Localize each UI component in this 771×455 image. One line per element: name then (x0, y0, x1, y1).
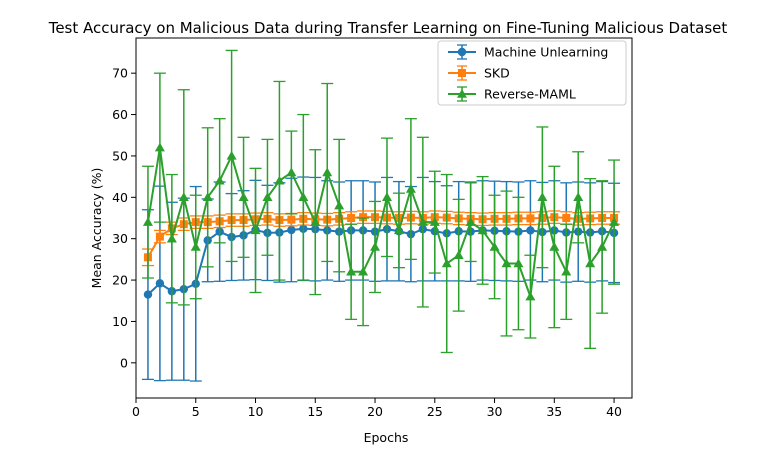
series-line (147, 216, 615, 258)
data-point (465, 217, 476, 226)
legend-label: Machine Unlearning (484, 45, 608, 60)
data-point (287, 215, 296, 224)
data-point (609, 217, 620, 226)
y-tick-label: 0 (120, 355, 128, 370)
y-tick-label: 70 (112, 66, 128, 81)
data-point (226, 150, 237, 160)
legend-marker (457, 47, 467, 57)
data-point (190, 241, 201, 251)
data-point (489, 241, 500, 251)
data-point (525, 291, 536, 301)
chart-title: Test Accuracy on Malicious Data during T… (48, 19, 728, 37)
data-point (154, 142, 165, 152)
data-point (359, 213, 368, 222)
data-point (347, 214, 356, 222)
data-point (358, 266, 369, 276)
x-tick-label: 10 (248, 404, 264, 419)
data-point (513, 258, 524, 268)
y-tick-label: 10 (112, 314, 128, 329)
y-tick-label: 50 (112, 148, 128, 163)
data-point (441, 258, 452, 268)
data-point (274, 175, 285, 185)
data-point (142, 217, 153, 226)
data-point (561, 266, 572, 276)
data-point (501, 258, 512, 268)
data-point (214, 175, 225, 185)
series-line (146, 147, 615, 297)
y-tick-label: 40 (112, 190, 128, 205)
x-tick-label: 15 (307, 404, 323, 419)
y-axis-label: Mean Accuracy (%) (89, 168, 104, 289)
data-point (526, 226, 535, 235)
series-reverse-maml (141, 49, 621, 354)
series-machine-unlearning (141, 176, 621, 382)
x-axis-label: Epochs (364, 430, 409, 445)
data-point (453, 250, 464, 259)
series-line (147, 227, 615, 296)
y-tick-label: 60 (112, 107, 128, 122)
data-point (562, 214, 571, 222)
data-point (178, 192, 189, 202)
data-point (346, 266, 357, 276)
data-point (298, 192, 309, 202)
data-point (537, 192, 548, 202)
data-point (585, 258, 596, 268)
axes: 0 5 10 15 20 25 30 35 40 0 10 20 30 40 50 60 70 (112, 37, 633, 419)
data-point (143, 290, 153, 299)
data-point (310, 217, 321, 226)
data-point (429, 217, 440, 226)
data-point (573, 192, 584, 202)
legend-item-reverse-maml: Reverse-MAML (448, 86, 576, 102)
legend-marker (458, 69, 466, 77)
legend-box (437, 40, 627, 106)
data-point (526, 214, 535, 223)
data-point (250, 225, 261, 235)
x-tick-label: 5 (192, 404, 200, 419)
data-point (477, 225, 488, 235)
data-point (155, 279, 165, 288)
data-point (405, 184, 416, 193)
x-tick-label: 35 (546, 404, 562, 419)
data-point (370, 241, 381, 251)
data-point (597, 241, 608, 251)
legend-item-machine-unlearning: Machine Unlearning (448, 44, 608, 60)
data-point (334, 200, 345, 210)
data-point (417, 217, 428, 226)
data-point (238, 192, 249, 202)
data-point (393, 225, 404, 235)
data-point (286, 167, 297, 177)
x-tick-label: 30 (487, 404, 503, 419)
legend: Machine Unlearning SKD Reverse-MAML (437, 40, 627, 106)
data-point (287, 225, 296, 235)
plot-area (141, 49, 621, 382)
data-point (262, 192, 273, 202)
y-tick-label: 30 (112, 231, 128, 246)
x-tick-label: 25 (427, 404, 443, 419)
data-point (166, 233, 177, 243)
legend-item-skd: SKD (448, 65, 510, 81)
axes-frame (135, 37, 633, 399)
x-tick-label: 20 (367, 404, 383, 419)
data-point (202, 192, 213, 202)
legend-label: Reverse-MAML (484, 87, 576, 102)
x-tick-label: 0 (132, 404, 140, 419)
x-tick-label: 40 (606, 404, 622, 419)
legend-label: SKD (484, 66, 510, 81)
data-point (549, 241, 560, 251)
data-point (381, 192, 392, 202)
y-tick-label: 20 (112, 273, 128, 288)
data-point (155, 232, 164, 241)
data-point (322, 167, 333, 177)
legend-marker (457, 89, 467, 98)
series-group (141, 49, 621, 382)
